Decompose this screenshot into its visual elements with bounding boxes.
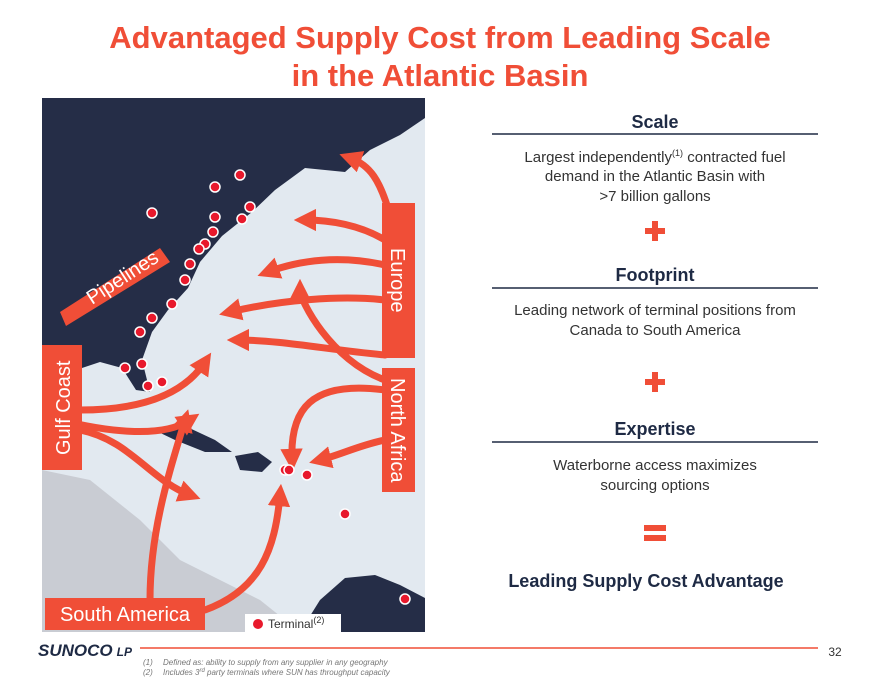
section-text: Largest independently(1) contracted fuel xyxy=(524,148,785,166)
footnote-marker: (1) xyxy=(143,658,153,667)
conclusion: Leading Supply Cost Advantage xyxy=(508,571,783,591)
section-text: Waterborne access maximizes xyxy=(553,457,757,474)
plus xyxy=(645,372,665,392)
logo-text: SUNOCO xyxy=(38,641,113,660)
footnote: Defined as: ability to supply from any s… xyxy=(163,658,389,667)
section-heading: Expertise xyxy=(614,419,695,439)
south-america-label: South America xyxy=(60,604,191,626)
legend-note: (2) xyxy=(313,615,324,625)
text: rd xyxy=(199,668,205,674)
section-text: Canada to South America xyxy=(570,322,742,339)
footnote-ref: (1) xyxy=(672,148,683,158)
gulf-coast-label: Gulf Coast xyxy=(53,360,75,455)
legend-text: Terminal xyxy=(268,617,313,631)
map: Pipelines Europe North Africa Gulf Co xyxy=(42,98,425,632)
text: Includes 3 xyxy=(163,668,200,677)
section-heading: Footprint xyxy=(616,265,695,285)
page-number: 32 xyxy=(828,645,842,659)
title: in the Atlantic Basin xyxy=(292,58,589,93)
footnote-marker: (2) xyxy=(143,668,153,677)
equals xyxy=(644,525,666,541)
text: party terminals where SUN has throughput… xyxy=(205,668,391,677)
section-text: sourcing options xyxy=(600,477,709,494)
text: contracted fuel xyxy=(683,149,786,166)
europe-label: Europe xyxy=(386,248,408,313)
north-africa-label: North Africa xyxy=(386,378,408,483)
legend-label: Terminal(2) xyxy=(268,615,324,631)
title: Advantaged Supply Cost from Leading Scal… xyxy=(109,20,770,55)
section-heading: Scale xyxy=(631,112,678,132)
section-text: >7 billion gallons xyxy=(599,188,710,205)
logo: SUNOCO LP xyxy=(38,641,133,660)
plus xyxy=(645,221,665,241)
section-text: Leading network of terminal positions fr… xyxy=(514,302,796,319)
section-text: demand in the Atlantic Basin with xyxy=(545,168,765,185)
text: Largest independently xyxy=(524,149,672,166)
logo-text: LP xyxy=(117,645,133,659)
footnote: Includes 3rd party terminals where SUN h… xyxy=(163,668,391,677)
